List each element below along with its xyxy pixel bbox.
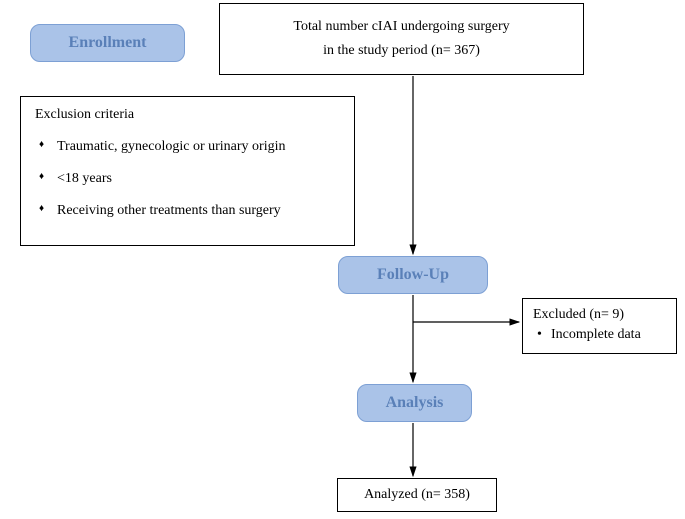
excluded-box: Excluded (n= 9) Incomplete data: [522, 298, 677, 354]
stage-enrollment: Enrollment: [30, 24, 185, 62]
total-line2: in the study period (n= 367): [293, 39, 509, 63]
exclusion-item: Traumatic, gynecologic or urinary origin: [35, 139, 340, 155]
exclusion-title: Exclusion criteria: [35, 107, 340, 123]
stage-followup: Follow-Up: [338, 256, 488, 294]
exclusion-criteria-box: Exclusion criteria Traumatic, gynecologi…: [20, 96, 355, 246]
exclusion-item: Receiving other treatments than surgery: [35, 203, 340, 219]
total-line1: Total number cIAI undergoing surgery: [293, 15, 509, 39]
analyzed-box: Analyzed (n= 358): [337, 478, 497, 512]
exclusion-item: <18 years: [35, 171, 340, 187]
stage-analysis: Analysis: [357, 384, 472, 422]
total-enrolled-box: Total number cIAI undergoing surgery in …: [219, 3, 584, 75]
excluded-count: Excluded (n= 9): [533, 307, 666, 323]
excluded-reason: Incomplete data: [533, 327, 666, 343]
